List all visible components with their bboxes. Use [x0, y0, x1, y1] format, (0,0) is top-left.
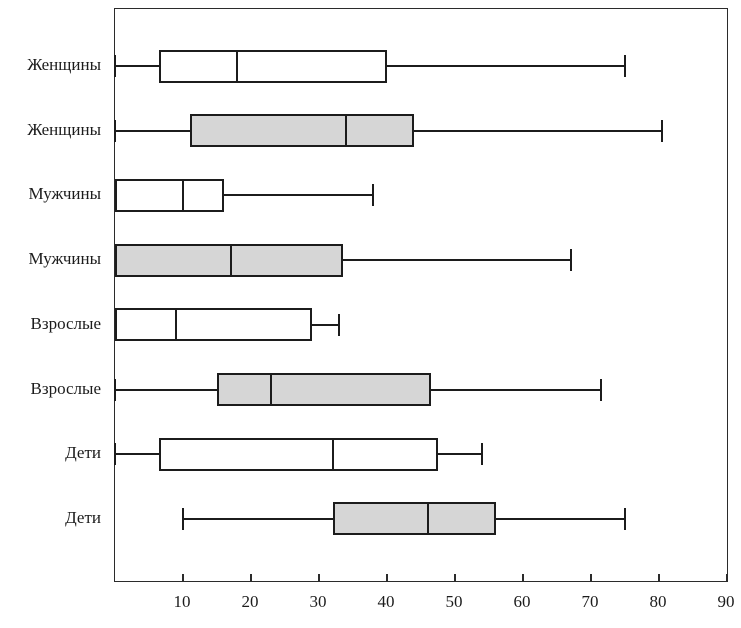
whisker-cap-left: [114, 443, 116, 466]
median-line: [426, 502, 429, 536]
category-label: Женщины: [27, 119, 101, 139]
box: [332, 502, 496, 536]
x-axis-tick: [590, 574, 592, 581]
whisker-cap-left: [114, 119, 116, 142]
x-axis-tick: [454, 574, 456, 581]
box: [159, 437, 438, 471]
median-line: [182, 178, 184, 212]
box: [115, 308, 313, 342]
x-axis-tick: [658, 574, 660, 581]
box: [115, 243, 343, 277]
median-line: [229, 243, 232, 277]
category-label: Мужчины: [28, 184, 101, 204]
x-axis-tick: [386, 574, 388, 581]
box: [159, 49, 387, 83]
x-axis-tick: [726, 574, 728, 581]
median-line: [175, 308, 178, 342]
category-label: Дети: [65, 507, 101, 527]
x-axis-tick-label: 30: [309, 592, 327, 611]
x-axis-tick-label: 20: [241, 592, 259, 611]
median-line: [345, 114, 348, 148]
whisker-cap-right: [481, 443, 484, 466]
x-axis-tick-label: 60: [513, 592, 531, 611]
x-axis-tick: [182, 574, 184, 581]
whisker-cap-left: [114, 55, 116, 77]
x-axis-tick-label: 50: [445, 592, 463, 611]
x-axis-tick: [250, 574, 252, 581]
x-axis-tick: [522, 574, 524, 581]
whisker-cap-right: [661, 119, 664, 142]
whisker-cap-left: [182, 507, 184, 530]
category-label: Женщины: [27, 55, 101, 74]
x-axis-tick-label: 90: [717, 592, 735, 611]
whisker-cap-right: [338, 313, 341, 336]
whisker-cap-right: [569, 249, 572, 272]
median-line: [331, 437, 334, 471]
whisker-cap-right: [372, 184, 375, 207]
x-axis-tick-label: 40: [377, 592, 395, 611]
median-line: [236, 49, 239, 83]
plot-area: [114, 8, 728, 582]
box: [115, 178, 224, 212]
whisker-cap-right: [624, 507, 626, 530]
whisker-line: [115, 194, 374, 197]
category-label: Взрослые: [30, 378, 101, 398]
x-axis-tick: [318, 574, 320, 581]
x-axis-tick-label: 80: [649, 592, 667, 611]
box: [189, 114, 415, 148]
box: [217, 373, 432, 406]
median-line: [270, 373, 273, 406]
whisker-cap-right: [600, 378, 603, 401]
x-axis-tick-label: 70: [581, 592, 599, 611]
whisker-cap-left: [114, 378, 116, 401]
x-axis-tick-label: 10: [173, 592, 191, 611]
whisker-line: [115, 259, 571, 262]
whisker-cap-right: [624, 55, 626, 77]
category-label: Мужчины: [28, 249, 101, 269]
category-label: Дети: [65, 443, 101, 463]
category-label: Взрослые: [30, 313, 101, 333]
